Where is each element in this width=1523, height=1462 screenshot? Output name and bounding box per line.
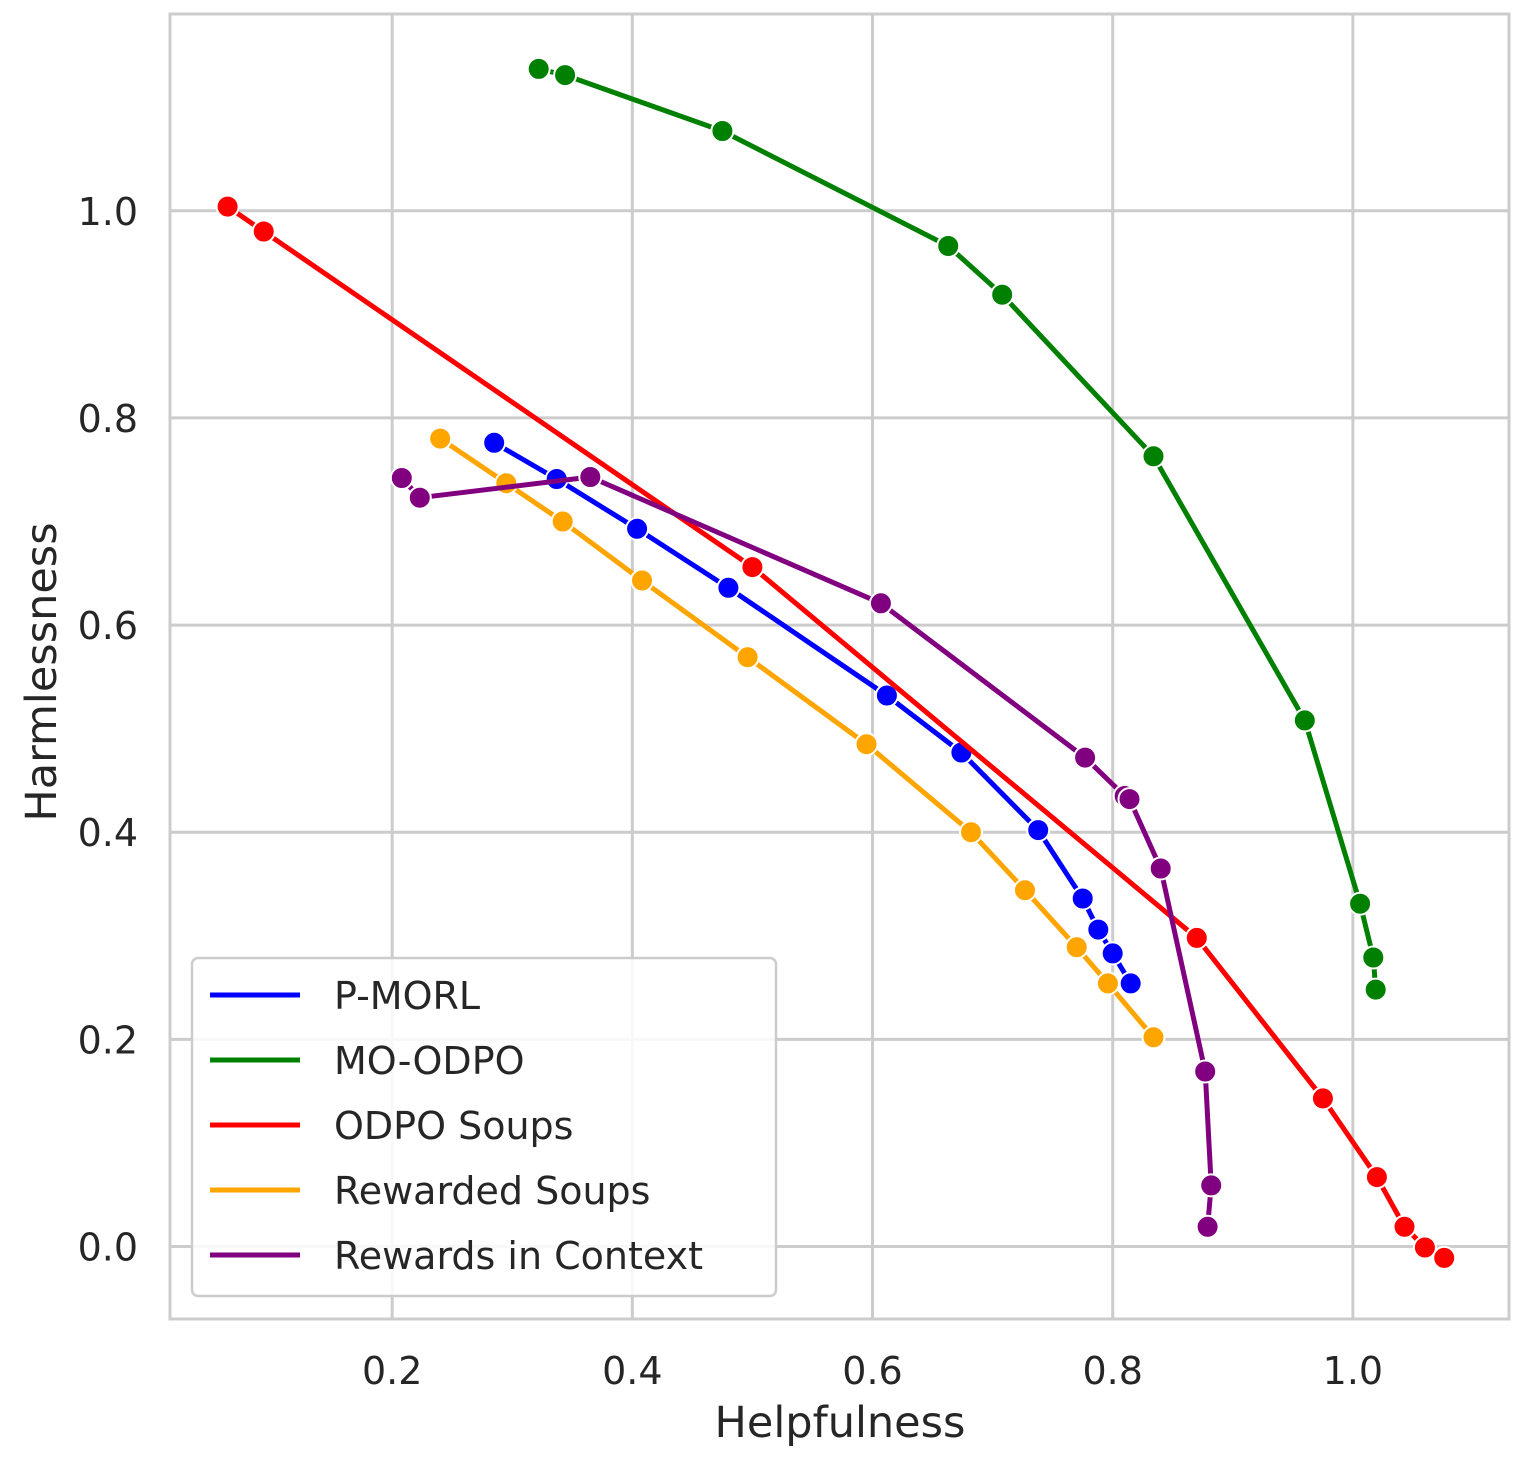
x-tick-label: 0.8	[1082, 1349, 1142, 1393]
x-tick-label: 0.2	[362, 1349, 422, 1393]
y-tick-label: 1.0	[78, 190, 138, 234]
legend-label-odpo-soups: ODPO Soups	[334, 1104, 573, 1148]
x-tick-label: 1.0	[1323, 1349, 1383, 1393]
data-point-rewards-in-context	[407, 485, 432, 510]
series-rewards-in-context	[389, 465, 1224, 1239]
data-point-p-morl	[1086, 917, 1111, 942]
data-point-rewards-in-context	[1073, 745, 1098, 770]
data-point-rewards-in-context	[1148, 856, 1173, 881]
data-point-odpo-soups	[1364, 1165, 1389, 1190]
data-point-mo-odpo	[553, 63, 578, 88]
data-point-mo-odpo	[1363, 977, 1388, 1002]
data-point-mo-odpo	[1292, 708, 1317, 733]
data-point-rewards-in-context	[868, 591, 893, 616]
data-point-odpo-soups	[740, 555, 765, 580]
data-point-rewards-in-context	[1199, 1173, 1224, 1198]
x-axis-label: Helpfulness	[715, 1398, 966, 1448]
y-tick-label: 0.4	[78, 811, 138, 855]
series-layer	[215, 56, 1457, 1270]
data-point-mo-odpo	[1361, 945, 1386, 970]
data-point-rewarded-soups	[1013, 878, 1037, 903]
data-point-odpo-soups	[1412, 1235, 1437, 1260]
data-point-mo-odpo	[1141, 444, 1166, 469]
series-mo-odpo	[526, 56, 1388, 1002]
data-point-rewards-in-context	[1117, 787, 1142, 812]
data-point-odpo-soups	[1432, 1245, 1457, 1270]
data-point-p-morl	[625, 516, 650, 541]
data-point-odpo-soups	[1184, 925, 1209, 950]
data-point-rewarded-soups	[550, 509, 575, 534]
x-tick-label: 0.6	[842, 1349, 902, 1393]
legend-box	[190, 956, 778, 1298]
data-point-rewarded-soups	[630, 568, 654, 593]
data-point-mo-odpo	[990, 282, 1015, 307]
data-point-rewarded-soups	[735, 645, 760, 670]
data-point-odpo-soups	[1392, 1214, 1417, 1239]
legend-label-rewarded-soups: Rewarded Soups	[334, 1169, 650, 1213]
data-point-p-morl	[1070, 886, 1095, 911]
y-tick-label: 0.0	[78, 1226, 138, 1270]
data-point-rewarded-soups	[1064, 935, 1089, 960]
data-point-rewarded-soups	[494, 471, 519, 496]
data-point-rewards-in-context	[1195, 1214, 1220, 1239]
legend-label-mo-odpo: MO-ODPO	[334, 1039, 525, 1083]
data-point-odpo-soups	[1310, 1086, 1335, 1111]
data-point-mo-odpo	[526, 56, 551, 81]
data-point-p-morl	[874, 683, 899, 708]
data-point-p-morl	[1026, 818, 1051, 843]
y-tick-label: 0.8	[78, 397, 138, 441]
legend-label-rewards-in-context: Rewards in Context	[334, 1234, 703, 1278]
y-tick-label: 0.2	[78, 1018, 138, 1062]
legend-label-p-morl: P-MORL	[334, 974, 480, 1018]
x-tick-labels: 0.2 0.4 0.6 0.8 1.0	[362, 1349, 1383, 1393]
data-point-odpo-soups	[215, 194, 240, 219]
data-point-rewards-in-context	[578, 465, 603, 489]
y-tick-labels: 0.0 0.2 0.4 0.6 0.8 1.0	[78, 190, 138, 1270]
data-point-p-morl	[1118, 971, 1143, 996]
legend: P-MORL MO-ODPO ODPO Soups Rewarded Soups Rew…	[190, 956, 778, 1298]
series-line-mo-odpo	[536, 66, 1379, 993]
x-tick-label: 0.4	[602, 1349, 662, 1393]
series-odpo-soups	[215, 194, 1457, 1270]
data-point-p-morl	[482, 430, 507, 455]
data-point-rewarded-soups	[1141, 1025, 1166, 1050]
plot-frame	[168, 12, 1511, 1321]
series-p-morl	[482, 430, 1143, 996]
data-point-rewards-in-context	[1193, 1059, 1218, 1084]
data-point-p-morl	[1100, 941, 1125, 966]
data-point-odpo-soups	[251, 219, 276, 244]
data-point-rewarded-soups	[428, 426, 453, 451]
y-axis-label: Harmlessness	[17, 522, 67, 821]
y-tick-label: 0.6	[78, 604, 138, 648]
data-point-rewards-in-context	[389, 466, 414, 490]
data-point-rewarded-soups	[854, 732, 879, 757]
data-point-mo-odpo	[1348, 891, 1373, 916]
data-point-p-morl	[716, 575, 741, 600]
data-point-rewarded-soups	[959, 820, 983, 845]
data-point-rewarded-soups	[1095, 971, 1120, 996]
series-rewarded-soups	[428, 426, 1166, 1050]
data-point-mo-odpo	[936, 234, 961, 258]
data-point-mo-odpo	[710, 119, 735, 143]
